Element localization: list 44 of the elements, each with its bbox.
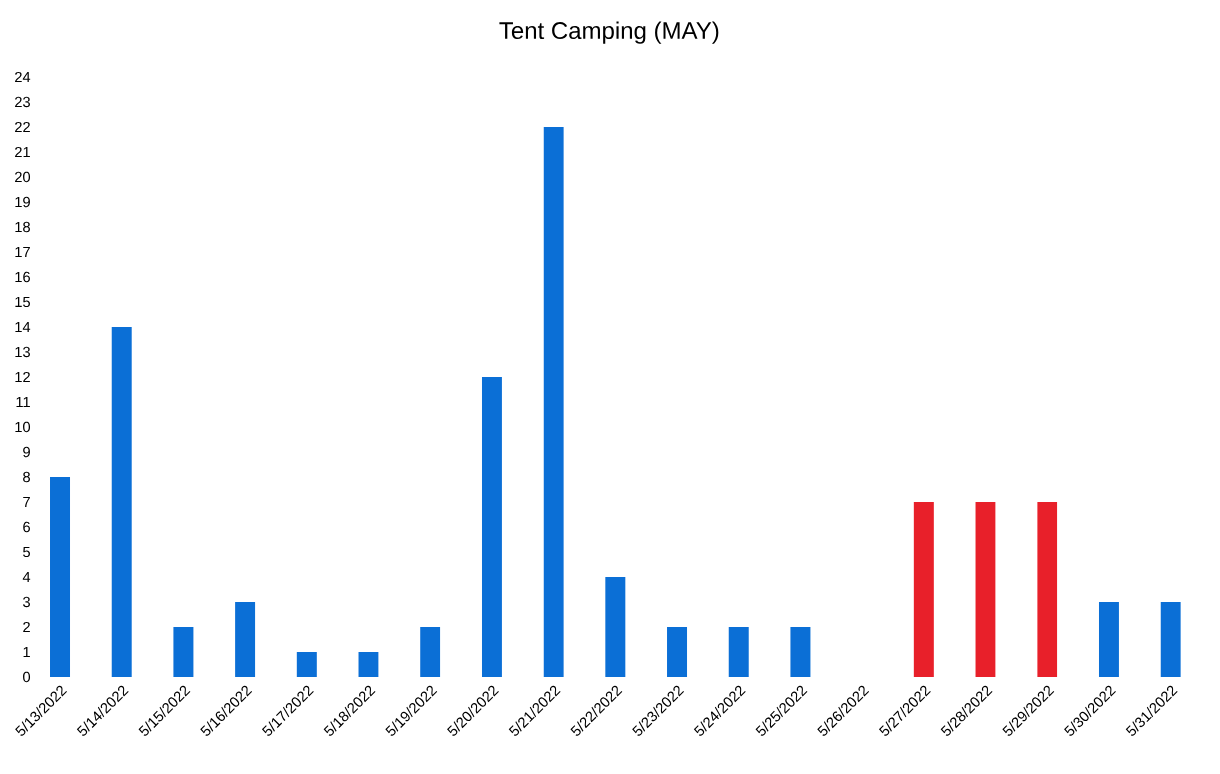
y-tick-label: 3 <box>23 596 30 608</box>
bar <box>975 501 996 677</box>
bar <box>111 326 132 677</box>
bar <box>728 626 749 677</box>
bar <box>1160 601 1181 677</box>
y-tick-label: 8 <box>23 471 30 483</box>
y-tick-label: 18 <box>15 221 30 233</box>
y-tick-label: 7 <box>23 496 30 508</box>
y-tick-label: 4 <box>22 571 31 583</box>
bar <box>1098 601 1119 677</box>
y-tick-label: 20 <box>15 171 31 183</box>
bar <box>296 651 317 677</box>
y-tick-label: 17 <box>15 246 30 258</box>
y-tick-label: 21 <box>15 146 30 158</box>
y-tick-label: 2 <box>23 621 30 633</box>
y-tick-label: 6 <box>23 521 30 533</box>
bar <box>481 376 502 677</box>
y-tick-label: 12 <box>15 371 30 383</box>
y-tick-label: 14 <box>15 321 31 333</box>
y-tick-label: 15 <box>15 296 30 308</box>
bar <box>235 601 256 677</box>
y-tick-label: 11 <box>16 396 30 408</box>
bar <box>543 126 564 677</box>
y-tick-label: 5 <box>23 546 30 558</box>
y-tick-label: 24 <box>15 71 31 83</box>
y-tick-label: 9 <box>23 446 30 458</box>
y-tick-label: 1 <box>23 646 30 658</box>
bar <box>1037 501 1058 677</box>
bar <box>358 651 379 677</box>
bar <box>790 626 811 677</box>
y-tick-label: 13 <box>15 346 30 358</box>
bar <box>667 626 688 677</box>
bar <box>173 626 194 677</box>
y-tick-label: 10 <box>15 421 31 433</box>
y-tick-label: 22 <box>15 121 30 133</box>
y-tick-label: 0 <box>23 671 31 683</box>
chart-title: Tent Camping (MAY) <box>499 21 719 44</box>
bar <box>913 501 934 677</box>
y-tick-label: 16 <box>15 271 30 283</box>
y-tick-label: 19 <box>15 196 30 208</box>
bar <box>605 576 626 677</box>
bar <box>50 476 71 677</box>
bar <box>420 626 441 677</box>
y-tick-label: 23 <box>15 96 30 108</box>
